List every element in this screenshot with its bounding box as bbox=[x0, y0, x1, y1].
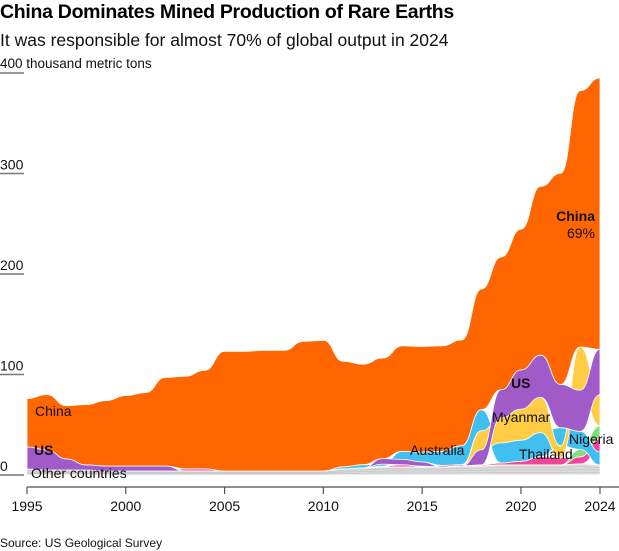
y-tick-label-300: 300 bbox=[0, 157, 24, 173]
x-axis: 1995 2000 2005 2010 2015 2020 2024 bbox=[11, 486, 619, 514]
x-tick-label-2024: 2024 bbox=[584, 498, 615, 514]
x-tick-label-2020: 2020 bbox=[505, 498, 536, 514]
y-tick-label-100: 100 bbox=[0, 358, 24, 374]
x-tick-label-2015: 2015 bbox=[407, 498, 438, 514]
source-note: Source: US Geological Survey bbox=[0, 536, 163, 550]
series-labels: China US Other countries Australia Myanm… bbox=[31, 208, 614, 481]
label-china-left: China bbox=[35, 403, 72, 419]
y-axis: 0 100 200 300 bbox=[0, 72, 24, 476]
label-australia: Australia bbox=[410, 442, 465, 458]
chart-subtitle: It was responsible for almost 70% of glo… bbox=[0, 30, 449, 50]
y-axis-unit-label: 400 thousand metric tons bbox=[0, 56, 152, 71]
label-china-share: 69% bbox=[567, 225, 595, 241]
other-country-line bbox=[26, 466, 601, 473]
x-tick-label-2010: 2010 bbox=[308, 498, 339, 514]
label-us-left: US bbox=[34, 442, 53, 458]
other-country-line bbox=[26, 471, 601, 475]
label-china-right: China bbox=[556, 208, 595, 224]
label-nigeria: Nigeria bbox=[569, 431, 614, 447]
y-tick-label-0: 0 bbox=[0, 458, 8, 474]
chart-title: China Dominates Mined Production of Rare… bbox=[0, 1, 454, 23]
x-tick-label-1995: 1995 bbox=[11, 498, 42, 514]
other-country-line bbox=[26, 469, 601, 474]
label-other-countries: Other countries bbox=[31, 465, 127, 481]
area-china bbox=[26, 77, 601, 472]
x-tick-label-2005: 2005 bbox=[209, 498, 240, 514]
label-myanmar: Myanmar bbox=[492, 409, 551, 425]
label-us-right: US bbox=[511, 375, 530, 391]
y-tick-label-200: 200 bbox=[0, 257, 24, 273]
area-layers bbox=[26, 77, 601, 476]
x-tick-label-2000: 2000 bbox=[110, 498, 141, 514]
label-thailand: Thailand bbox=[519, 446, 573, 462]
